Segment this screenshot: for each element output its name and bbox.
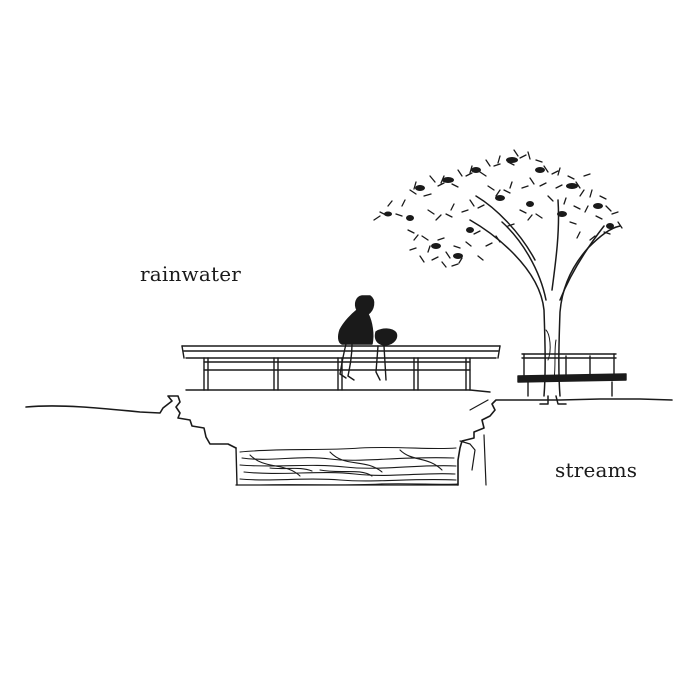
tree-foliage <box>373 149 623 268</box>
rainwater-label: rainwater <box>140 262 242 286</box>
right-bank-ledge <box>459 399 489 486</box>
stream-water <box>239 446 459 486</box>
streams-label: streams <box>555 458 638 482</box>
left-channel-wall <box>235 447 238 486</box>
right-bank <box>457 398 673 486</box>
bench <box>517 353 627 397</box>
left-bank <box>25 395 237 449</box>
tree-foliage-dark <box>384 157 614 259</box>
footbridge <box>181 345 501 393</box>
tree <box>469 195 621 405</box>
seated-person <box>337 295 398 381</box>
